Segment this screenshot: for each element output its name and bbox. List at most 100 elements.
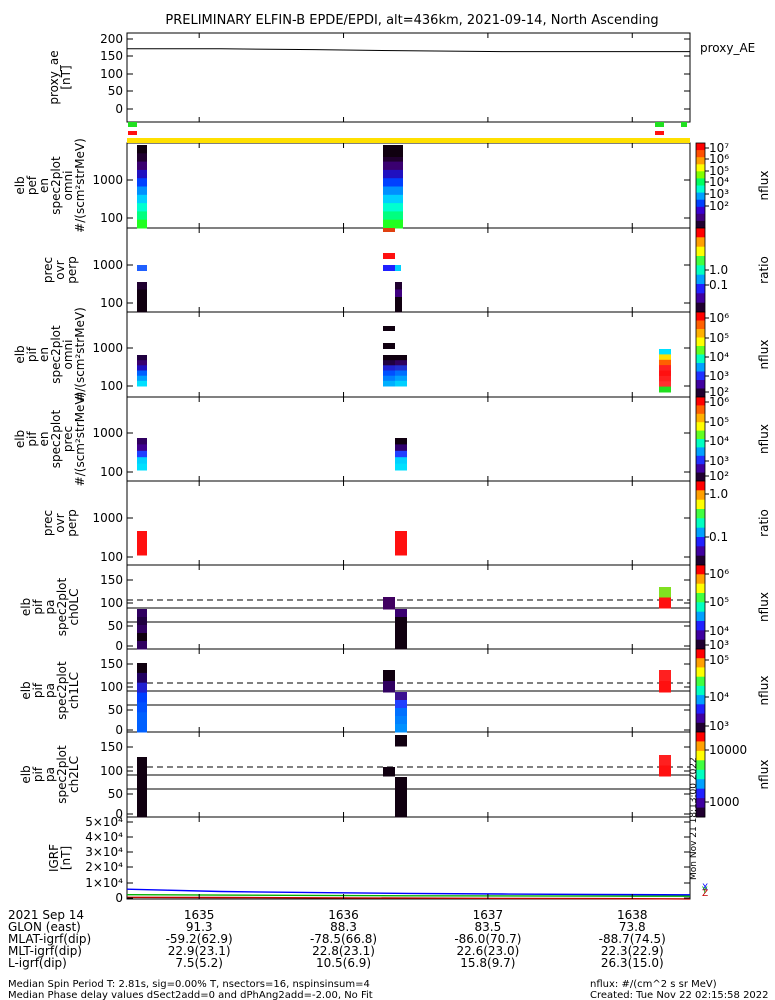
colorbar-tick-label: 0.1	[709, 530, 728, 544]
indicator-green	[128, 122, 137, 127]
panel-ylabel-line: ch2LC	[67, 756, 81, 793]
colorbar-band	[696, 284, 705, 294]
spectrogram-cell	[395, 463, 407, 471]
ephemeris-row-header: GLON (east)	[8, 920, 81, 934]
pa-cell	[137, 712, 147, 723]
spectrogram-cell	[659, 375, 671, 382]
ytick-label: 100	[100, 465, 123, 479]
colorbar-band	[696, 228, 705, 238]
panel-ylabel-line: ovr	[53, 513, 67, 532]
colorbar-tick-label: 1000	[709, 795, 740, 809]
spectrogram-cell	[137, 297, 147, 305]
spectrogram-cell	[383, 153, 403, 163]
panel-ylabel-line: IGRF	[47, 844, 61, 872]
spectrogram-cell	[383, 194, 403, 204]
proxy-ae-line	[127, 48, 690, 53]
ytick-label: 1×10⁴	[85, 876, 123, 890]
spectrogram-cell	[383, 186, 403, 196]
spectrogram-cell	[137, 360, 147, 366]
spectrogram-cell	[137, 178, 147, 187]
panel-ylabel-line: #/(scm²strMeV)	[73, 138, 87, 233]
ephemeris-cell: 26.3(15.0)	[601, 956, 664, 970]
chart-title: PRELIMINARY ELFIN-B EPDE/EPDI, alt=436km…	[165, 13, 658, 28]
pa-cell	[659, 765, 671, 777]
colorbar-band	[696, 150, 705, 158]
panel-ylabel-line: pif	[31, 599, 45, 615]
colorbar-band	[696, 185, 705, 194]
panel-ylabel-line: perp	[65, 509, 79, 537]
colorbar-band	[696, 178, 705, 186]
panel-ylabel-line: elb	[19, 681, 33, 699]
spectrogram-cell	[137, 450, 147, 458]
ytick-label: 50	[108, 703, 123, 717]
spectrogram-cell	[137, 537, 147, 544]
pa-cell	[137, 609, 147, 618]
spectrogram-cell	[137, 549, 147, 556]
ephemeris-cell: 22.8(23.1)	[312, 944, 375, 958]
colorbar-tick-label: 10⁴	[709, 434, 729, 448]
ytick-label: 1000	[92, 341, 123, 355]
pa-cell	[395, 807, 407, 818]
spectrogram-cell	[137, 289, 147, 298]
pa-cell	[137, 702, 147, 713]
colorbar-tick-label: 10⁵	[709, 415, 729, 429]
ytick-label: 1000	[92, 511, 123, 525]
ephemeris-cell: 1637	[473, 908, 504, 922]
footer-created: Created: Tue Nov 22 02:15:58 2022	[590, 990, 769, 1000]
ytick-label: 100	[100, 550, 123, 564]
colorbar-tick-label: 1.0	[709, 487, 728, 501]
colorbar-band	[696, 354, 705, 364]
ytick-label: 150	[100, 740, 123, 754]
pa-cell	[137, 617, 147, 626]
colorbar-tick-label: 10³	[709, 369, 729, 383]
colorbar-label: ratio	[757, 509, 771, 537]
panel-frame-proxy_ae	[126, 32, 691, 123]
ephemeris-cell: 10.5(6.9)	[316, 956, 371, 970]
colorbar-band	[696, 274, 705, 285]
spectrogram-cell	[137, 203, 147, 212]
colorbar-band	[696, 157, 705, 165]
panel-ylabel-line: elb	[13, 176, 27, 194]
spectrogram-cell	[659, 365, 671, 371]
colorbar-tick-label: 10⁶	[709, 152, 729, 166]
panel-ylabel-line: en	[37, 432, 51, 447]
colorbar-band	[696, 346, 705, 355]
spectrogram-cell	[395, 438, 407, 445]
spectrogram-cell	[383, 355, 395, 361]
igrf-legend-entry: Y	[701, 886, 708, 896]
spectrogram-cell	[383, 370, 395, 377]
ytick-label: 150	[100, 573, 123, 587]
ephemeris-row-header: MLT-igrf(dip)	[8, 944, 82, 958]
ytick-label: 100	[100, 296, 123, 310]
pa-cell	[383, 670, 395, 682]
panel-ylabel-line: pif	[25, 431, 39, 447]
colorbar-tick-label: 10000	[709, 743, 747, 757]
colorbar-band	[696, 293, 705, 304]
colorbar-band	[696, 337, 705, 347]
colorbar-band	[696, 630, 705, 641]
colorbar-frame	[695, 731, 706, 818]
indicator-red	[655, 131, 664, 135]
spectrogram-cell	[395, 444, 407, 452]
colorbar-tick-label: 10⁶	[709, 311, 729, 325]
pa-cell	[137, 781, 147, 794]
colorbar-tick-label: 10⁴	[709, 624, 729, 638]
panel-ylabel-line: pif	[25, 346, 39, 362]
indicator-green	[681, 122, 687, 127]
spectrogram-cell	[659, 381, 671, 388]
panel-ylabel-line: prec	[41, 510, 55, 536]
footer-spin-period: Median Spin Period T: 2.81s, sig=0.00% T…	[8, 979, 370, 990]
colorbar-label: nflux	[757, 760, 771, 790]
ephemeris-cell: 73.8	[619, 920, 646, 934]
pa-cell	[137, 663, 147, 674]
panel-ylabel-line: ovr	[53, 260, 67, 279]
spectrogram-cell	[137, 543, 147, 550]
panel-ylabel-line: elb	[13, 345, 27, 363]
spectrogram-cell	[383, 203, 403, 212]
colorbar-tick-label: 10³	[709, 187, 729, 201]
colorbar-band	[696, 741, 705, 752]
panel-ylabel-line: elb	[13, 430, 27, 448]
spectrogram-cell	[383, 360, 395, 366]
pa-cell	[137, 793, 147, 806]
colorbar-band	[696, 171, 705, 179]
